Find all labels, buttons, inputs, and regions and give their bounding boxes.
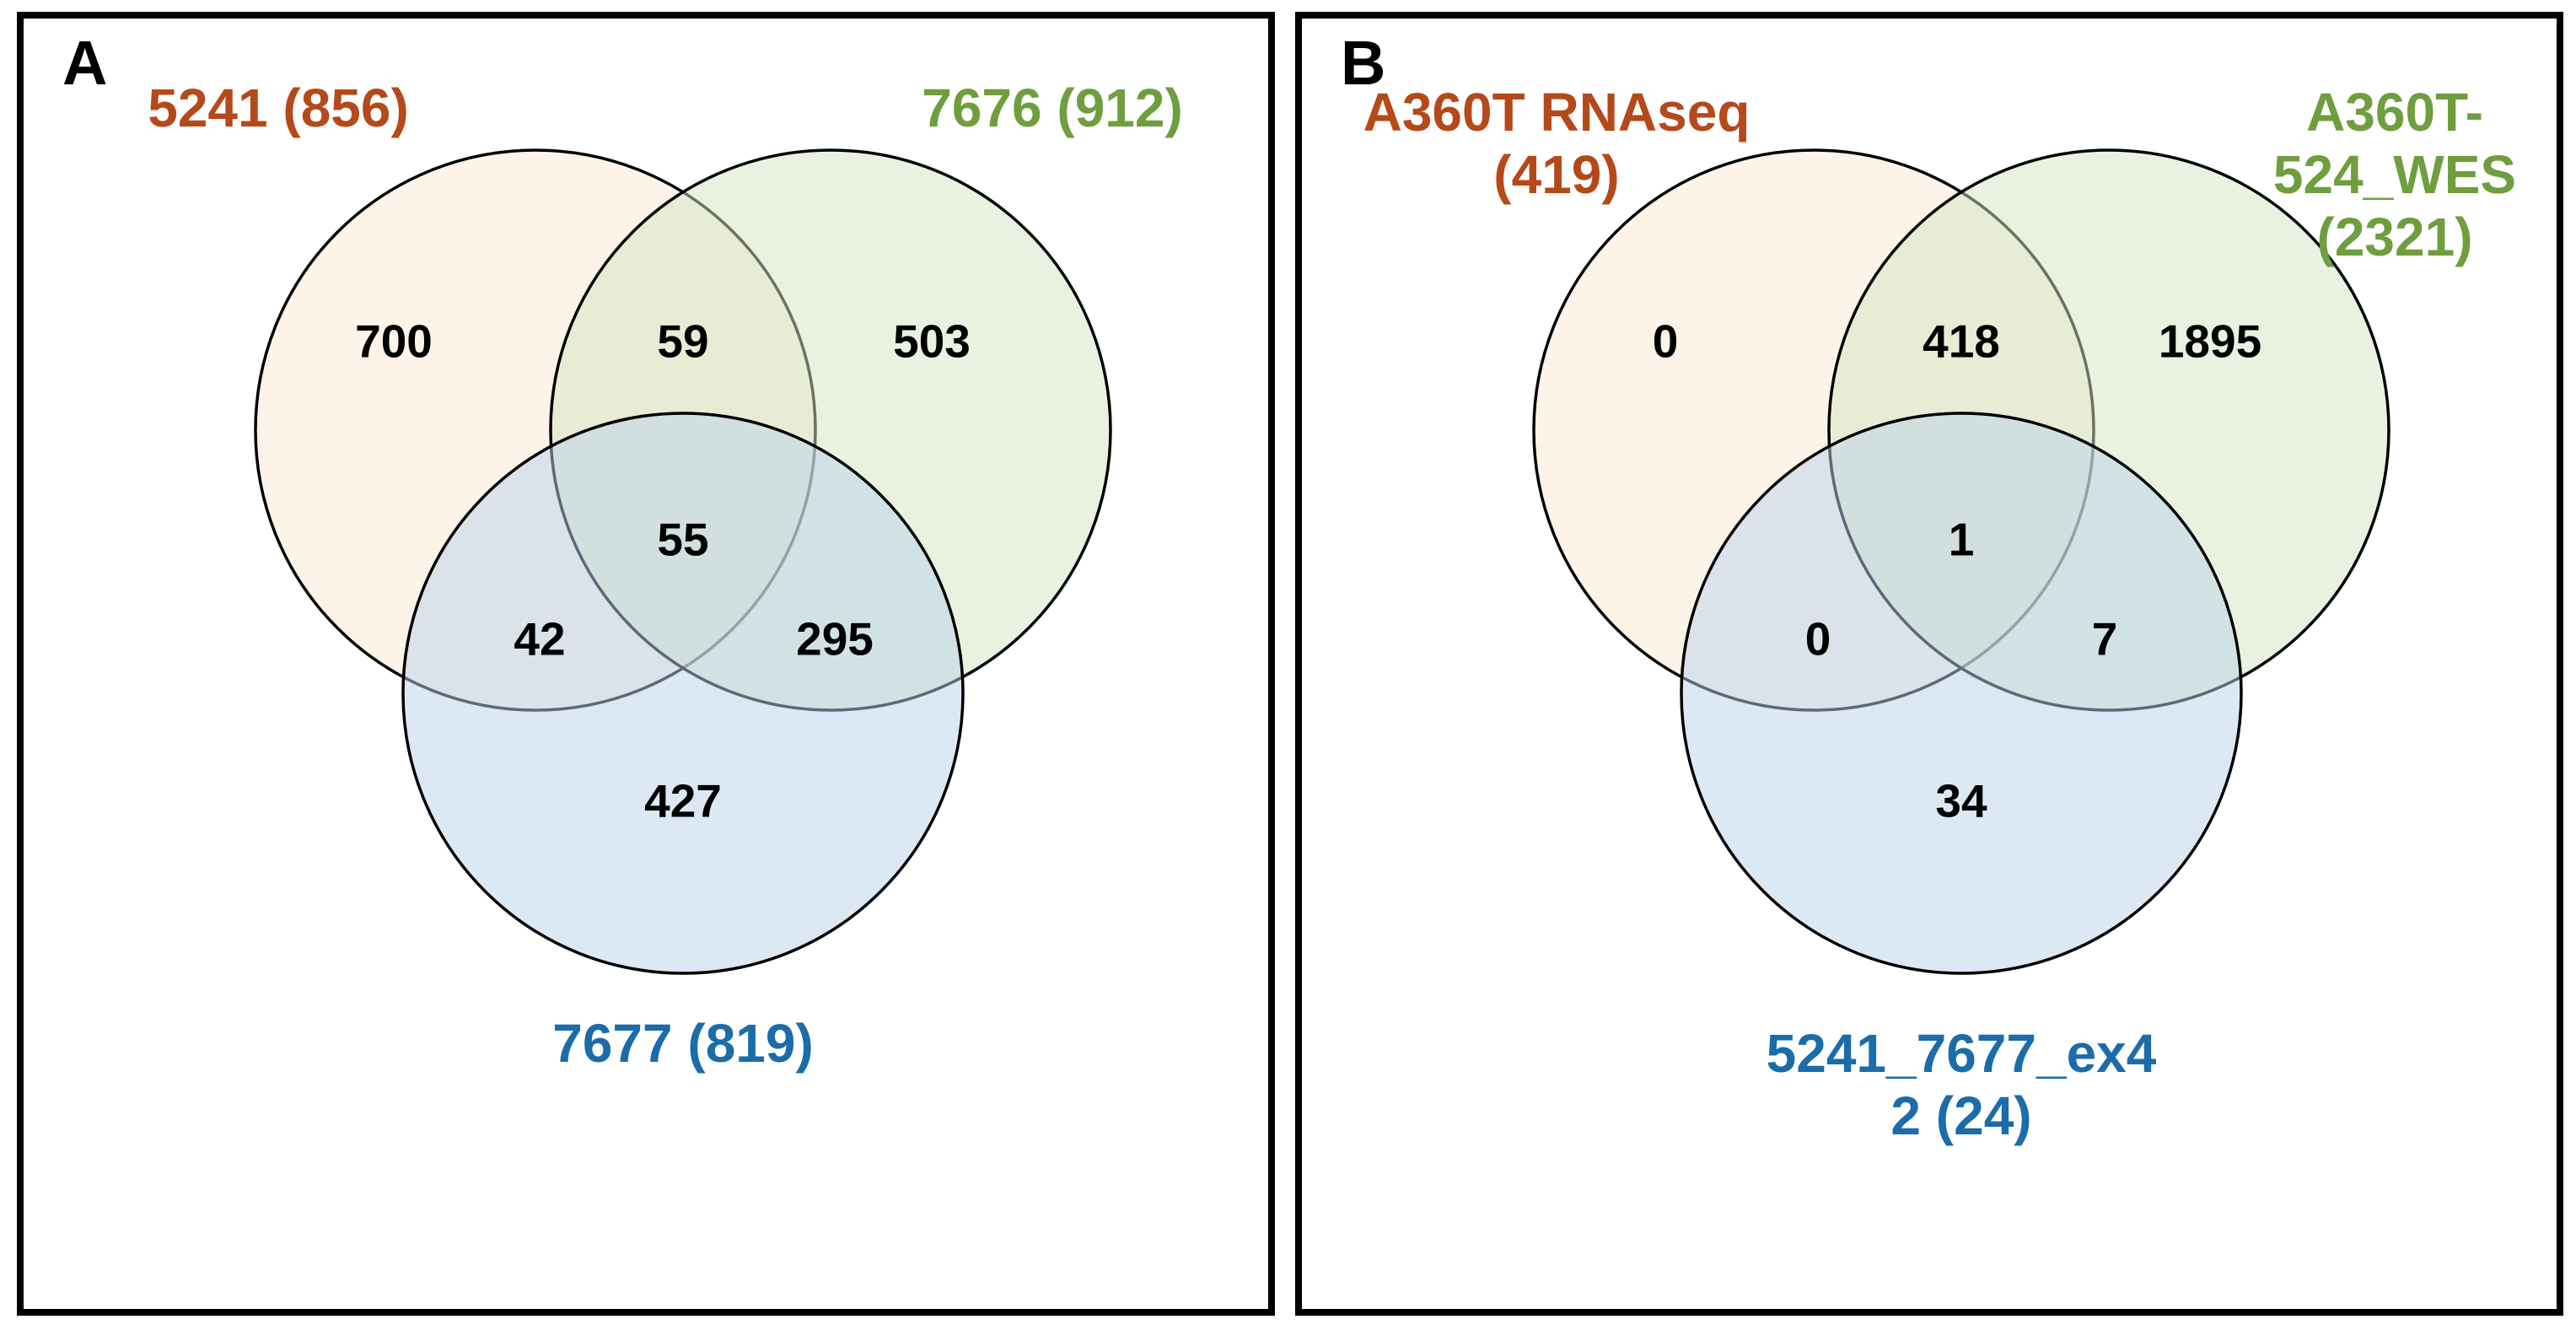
panel-b-set2-label-line3: (2321)	[2316, 207, 2473, 267]
panel-a-set2-label: 7676 (912)	[922, 77, 1183, 139]
panel-b-set2-label-line2: 524_WES	[2272, 144, 2517, 205]
panel-b-letter: B	[1341, 28, 1386, 98]
panel-a-count-set2-set3: 295	[796, 612, 874, 665]
venn-diagram-b	[1532, 148, 2390, 975]
panel-a-set3-label: 7677 (819)	[552, 1012, 814, 1074]
panel-a-letter: A	[62, 28, 108, 98]
panel-b-set1-label: A360T RNAseq (419)	[1363, 81, 1750, 206]
panel-a-set1-label-line1: 5241 (856)	[148, 78, 409, 138]
panel-b-count-set2-set3: 7	[2091, 612, 2118, 665]
panel-b-set2-label: A360T- 524_WES (2321)	[2273, 81, 2516, 268]
panel-a-set3-circle	[401, 412, 965, 975]
panel-a-count-set3-only: 427	[644, 774, 722, 827]
panel-b-set3-label: 5241_7677_ex4 2 (24)	[1767, 1022, 2157, 1147]
panel-b-set1-label-line2: (419)	[1493, 144, 1620, 205]
panel-b-count-set1-set2-set3: 1	[1948, 513, 1975, 566]
panel-b-count-set3-only: 34	[1935, 774, 1987, 827]
panel-b-set3-label-line1: 5241_7677_ex4	[1766, 1023, 2157, 1084]
panel-a-set3-label-line1: 7677 (819)	[552, 1013, 814, 1074]
panel-b-set1-label-line1: A360T RNAseq	[1363, 82, 1750, 143]
panel-b-count-set2-only: 1895	[2158, 315, 2262, 368]
panel-b-count-set1-only: 0	[1652, 315, 1679, 368]
panel-a-set1-label: 5241 (856)	[148, 77, 409, 139]
panel-a-count-set1-set3: 42	[514, 612, 566, 665]
panel-a-set2-label-line1: 7676 (912)	[922, 78, 1183, 138]
panel-a: A 700 59 503 55 42 295 427 5241 (856) 76…	[17, 12, 1275, 1316]
panel-b-count-set1-set2: 418	[1923, 315, 2000, 368]
panel-a-count-set1-set2-set3: 55	[657, 513, 709, 566]
panel-b-set2-label-line1: A360T-	[2306, 82, 2483, 143]
panel-a-count-set1-only: 700	[355, 315, 433, 368]
panel-b-set3-circle	[1680, 412, 2243, 975]
venn-diagram-a	[254, 148, 1112, 975]
panel-a-count-set1-set2: 59	[657, 315, 709, 368]
panel-b: B 0 418 1895 1 0 7 34 A360T RNAseq (419)…	[1295, 12, 2563, 1316]
panel-b-count-set1-set3: 0	[1804, 612, 1831, 665]
panel-b-set3-label-line2: 2 (24)	[1890, 1085, 2032, 1146]
panel-a-count-set2-only: 503	[893, 315, 971, 368]
